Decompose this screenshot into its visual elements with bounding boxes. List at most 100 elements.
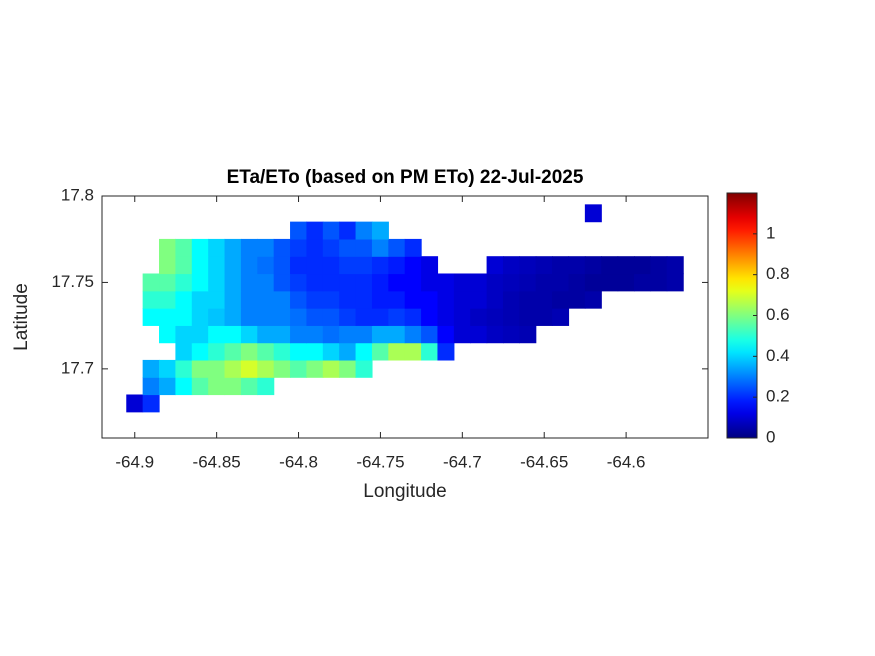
raster-cell: [486, 273, 504, 292]
raster-cell: [453, 308, 471, 326]
raster-cell: [175, 325, 193, 344]
raster-cell: [650, 273, 668, 292]
raster-cell: [208, 290, 226, 309]
raster-cell: [142, 308, 160, 326]
raster-cell: [208, 256, 226, 275]
raster-cell: [126, 394, 144, 413]
raster-cell: [502, 308, 520, 326]
raster-cell: [322, 325, 340, 344]
raster-cell: [339, 359, 357, 378]
raster-cell: [339, 342, 357, 361]
raster-cell: [584, 273, 602, 292]
x-tick-label: -64.65: [520, 452, 568, 471]
x-tick-label: -64.9: [115, 452, 154, 471]
raster-cell: [273, 325, 291, 344]
raster-cell: [421, 342, 439, 361]
raster-cell: [290, 308, 308, 326]
colorbar-tick-label: 0.4: [766, 346, 790, 365]
raster-cell: [159, 359, 177, 378]
raster-cell: [339, 221, 357, 240]
raster-cell: [339, 273, 357, 292]
raster-cell: [191, 325, 209, 344]
raster-cell: [421, 290, 439, 309]
raster-cell: [388, 325, 406, 344]
raster-cell: [290, 273, 308, 292]
raster-cell: [191, 273, 209, 292]
raster-cell: [388, 273, 406, 292]
raster-cell: [290, 359, 308, 378]
raster-cell: [535, 290, 553, 309]
raster-cell: [273, 238, 291, 257]
raster-cell: [371, 221, 389, 240]
raster-cell: [404, 238, 422, 257]
raster-cell: [257, 342, 275, 361]
raster-cell: [175, 238, 193, 257]
raster-cell: [519, 290, 537, 309]
raster-cell: [437, 290, 455, 309]
raster-cell: [552, 290, 570, 309]
raster-cell: [306, 342, 324, 361]
raster-cell: [617, 273, 635, 292]
raster-cell: [535, 256, 553, 275]
raster-cell: [208, 359, 226, 378]
raster-cell: [568, 273, 586, 292]
raster-cell: [191, 377, 209, 396]
raster-cell: [601, 256, 619, 275]
raster-cell: [421, 256, 439, 275]
raster-cell: [470, 273, 488, 292]
raster-cell: [142, 394, 160, 413]
raster-cell: [240, 273, 258, 292]
raster-cell: [240, 325, 258, 344]
raster-cell: [650, 256, 668, 275]
raster-cell: [322, 359, 340, 378]
raster-cell: [273, 342, 291, 361]
raster-cell: [355, 342, 373, 361]
raster-cell: [306, 325, 324, 344]
x-tick-label: -64.8: [279, 452, 318, 471]
raster-cell: [371, 325, 389, 344]
raster-cell: [404, 308, 422, 326]
raster-cell: [159, 325, 177, 344]
colorbar-tick-label: 0.2: [766, 387, 790, 406]
raster-cell: [159, 290, 177, 309]
raster-cell: [224, 377, 242, 396]
raster-cell: [257, 359, 275, 378]
raster-cell: [601, 273, 619, 292]
raster-cell: [486, 256, 504, 275]
raster-cell: [355, 238, 373, 257]
raster-cell: [355, 273, 373, 292]
raster-cell: [257, 238, 275, 257]
raster-cell: [290, 325, 308, 344]
raster-cell: [208, 238, 226, 257]
raster-cell: [388, 290, 406, 309]
raster-cell: [159, 377, 177, 396]
raster-cell: [404, 290, 422, 309]
colorbar-tick-label: 0.6: [766, 305, 790, 324]
raster-cell: [404, 256, 422, 275]
raster-cell: [584, 204, 602, 223]
raster-cell: [421, 273, 439, 292]
raster-cell: [502, 273, 520, 292]
raster-cell: [159, 273, 177, 292]
raster-cell: [290, 221, 308, 240]
raster-cell: [290, 290, 308, 309]
raster-cell: [224, 308, 242, 326]
raster-cell: [584, 256, 602, 275]
raster-cell: [306, 290, 324, 309]
raster-cell: [322, 290, 340, 309]
raster-cell: [633, 273, 651, 292]
raster-cell: [224, 256, 242, 275]
y-tick-label: 17.75: [51, 272, 94, 291]
raster-cell: [633, 256, 651, 275]
raster-cell: [437, 308, 455, 326]
raster-cell: [535, 273, 553, 292]
raster-cell: [502, 290, 520, 309]
y-tick-label: 17.7: [61, 358, 94, 377]
x-tick-label: -64.75: [356, 452, 404, 471]
raster-cell: [388, 256, 406, 275]
x-tick-label: -64.85: [193, 452, 241, 471]
raster-cell: [502, 325, 520, 344]
raster-cell: [306, 256, 324, 275]
raster-cell: [224, 325, 242, 344]
raster-cell: [388, 342, 406, 361]
